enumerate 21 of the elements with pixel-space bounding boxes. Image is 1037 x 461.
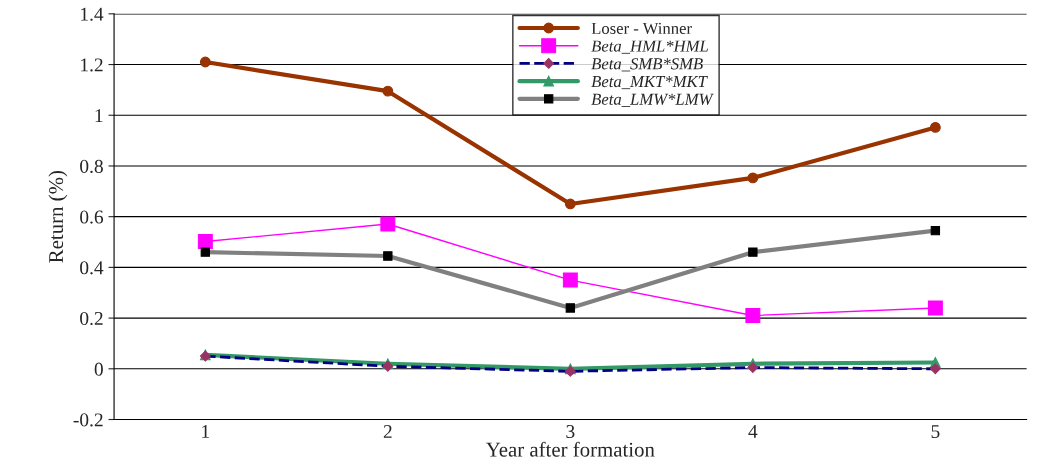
y-tick-label: 1.2: [81, 58, 103, 72]
x-tick-label: 4: [748, 425, 758, 438]
legend-label: Beta_MKT*MKT: [591, 76, 708, 90]
y-tick-label: 0.6: [80, 210, 104, 224]
y-tick-label: 1.4: [81, 7, 104, 21]
legend-label: Beta_SMB*SMB: [591, 58, 703, 72]
x-tick-label: 2: [383, 424, 392, 438]
y-axis-title: Return (%): [48, 171, 68, 263]
legend-label: Beta_HML*HML: [591, 40, 708, 54]
y-tick-label: 1: [95, 109, 103, 122]
x-axis-title: Year after formation: [486, 441, 655, 457]
y-tick-label: 0: [94, 362, 103, 376]
x-tick-label: 3: [566, 424, 575, 439]
y-tick-label: 0.2: [80, 311, 103, 326]
y-tick-label: 0.8: [80, 159, 103, 173]
y-tick-label: -0.2: [73, 413, 103, 427]
legend-label: Beta_LMW*LMW: [591, 93, 714, 107]
x-tick-label: 1: [202, 425, 210, 438]
y-tick-label: 0.4: [80, 261, 104, 275]
x-tick-label: 5: [931, 425, 940, 439]
legend-label: Loser - Winner: [591, 22, 692, 35]
